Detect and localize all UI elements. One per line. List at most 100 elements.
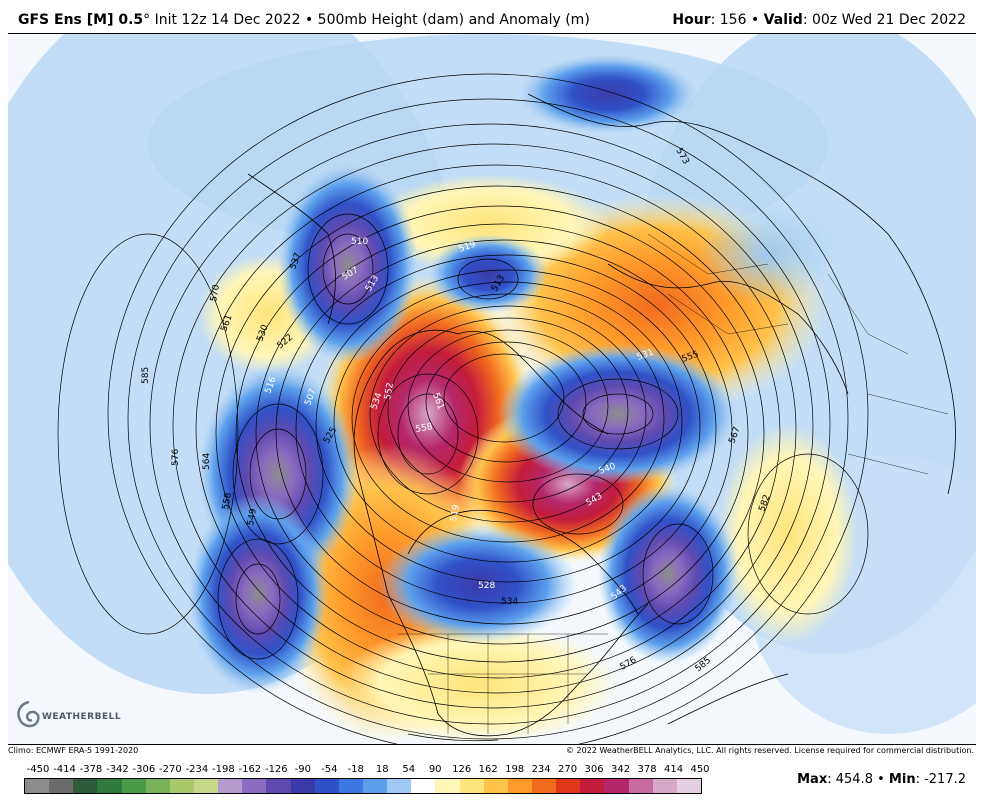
- colorbar-swatch: [266, 779, 291, 793]
- colorbar-swatch: [628, 779, 653, 793]
- colorbar-tick-label: 198: [505, 764, 525, 775]
- swirl-logo-icon: [17, 700, 40, 728]
- political-borders: [398, 233, 949, 734]
- degree-symbol: °: [143, 12, 151, 28]
- colorbar-swatch: [531, 779, 557, 793]
- max-label: Max: [797, 772, 828, 787]
- contour-label: 570: [209, 284, 222, 303]
- colorbar-swatch: [314, 779, 339, 793]
- colorbar-tick-label: 342: [611, 764, 631, 775]
- colorbar-swatch: [49, 779, 74, 793]
- climo-note: Climo: ECMWF ERA-5 1991-2020: [8, 746, 139, 755]
- max-value: : 454.8: [827, 772, 873, 787]
- trough-anomaly-atlantic: [598, 484, 738, 664]
- colorbar-tick-label: 18: [375, 764, 389, 775]
- colorbar-tick-label: -270: [159, 764, 182, 775]
- colorbar-tick-label: -198: [212, 764, 235, 775]
- colorbar-tick-label: -18: [347, 764, 364, 775]
- colorbar-tick-label: -414: [53, 764, 76, 775]
- colorbar-swatch: [121, 779, 146, 793]
- colorbar-swatch: [193, 779, 219, 793]
- colorbar-swatch: [362, 779, 388, 793]
- colorbar-swatch: [483, 779, 508, 793]
- colorbar-swatch: [604, 779, 629, 793]
- min-label: Min: [888, 772, 916, 787]
- colorbar-swatch: [97, 779, 122, 793]
- contour-label: 528: [478, 581, 495, 591]
- contour-label: 558: [415, 422, 434, 435]
- map-title: GFS Ens [M] 0.5° Init 12z 14 Dec 2022 • …: [18, 12, 590, 28]
- copyright-note: © 2022 WeatherBELL Analytics, LLC. All r…: [566, 746, 974, 755]
- trough-anomaly-east-asia: [278, 164, 418, 364]
- contour-label: 576: [171, 449, 181, 466]
- hour-value: : 156: [710, 12, 747, 28]
- colorbar-tick-label: 378: [637, 764, 657, 775]
- valid-label: Valid: [763, 12, 803, 28]
- weather-map: 573 519 513 510 507 570 561 530 537 522 …: [8, 34, 976, 744]
- colorbar-tick-label: -306: [132, 764, 156, 775]
- contour-label: 552: [383, 382, 396, 401]
- colorbar-tick-label: 306: [584, 764, 604, 775]
- colorbar-ticks: -450 -414 -378 -342 -306 -270 -234 -198 -162 -126…: [10, 764, 710, 776]
- colorbar-swatch: [290, 779, 315, 793]
- colorbar-tick-label: 270: [558, 764, 578, 775]
- field-name: 500mb Height (dam) and Anomaly (m): [317, 12, 590, 28]
- valid-value: : 00z Wed 21 Dec 2022: [802, 12, 966, 28]
- contour-label: 564: [202, 453, 212, 470]
- map-panel: 573 519 513 510 507 570 561 530 537 522 …: [8, 34, 976, 745]
- colorbar-tick-label: 54: [402, 764, 416, 775]
- contour-label: 519: [449, 504, 462, 523]
- colorbar-swatch: [652, 779, 677, 793]
- contour-label: 534: [501, 597, 518, 607]
- colorbar-swatch: [218, 779, 243, 793]
- init-time: Init 12z 14 Dec 2022: [154, 12, 301, 28]
- hour-label: Hour: [672, 12, 711, 28]
- colorbar-tick-label: -126: [264, 764, 288, 775]
- colorbar-tick-label: -54: [321, 764, 338, 775]
- colorbar-tick-label: -90: [294, 764, 311, 775]
- colorbar-swatch: [169, 779, 194, 793]
- colorbar-tick-label: -234: [185, 764, 209, 775]
- colorbar-swatch: [411, 779, 436, 793]
- colorbar-tick-label: 126: [452, 764, 472, 775]
- colorbar-tick-label: 414: [663, 764, 684, 775]
- max-min-readout: Max: 454.8 • Min: -217.2: [797, 772, 966, 787]
- colorbar-tick-label: 90: [428, 764, 442, 775]
- forecast-time: Hour: 156 • Valid: 00z Wed 21 Dec 2022: [672, 12, 966, 28]
- colorbar-tick-label: 162: [478, 764, 498, 775]
- header: GFS Ens [M] 0.5° Init 12z 14 Dec 2022 • …: [0, 0, 984, 34]
- trough-anomaly-canada: [378, 524, 578, 644]
- coastlines: [247, 93, 956, 742]
- colorbar-swatch: [507, 779, 532, 793]
- header-divider: [8, 33, 976, 34]
- colorbar-swatch: [242, 779, 267, 793]
- colorbar: [24, 778, 702, 794]
- colorbar-tick-label: -450: [26, 764, 50, 775]
- colorbar-swatch: [580, 779, 605, 793]
- colorbar-swatch: [459, 779, 484, 793]
- colorbar-swatch: [676, 779, 701, 793]
- colorbar-tick-label: -162: [238, 764, 262, 775]
- contour-label: 510: [351, 237, 368, 247]
- contour-label: 549: [246, 508, 259, 527]
- colorbar-tick-label: 450: [690, 764, 710, 775]
- colorbar-tick-label: -342: [106, 764, 129, 775]
- logo-text: WEATHERBELL: [42, 712, 122, 722]
- contour-label: 558: [221, 492, 234, 511]
- colorbar-swatch: [338, 779, 363, 793]
- colorbar-swatch: [25, 779, 50, 793]
- weatherbell-logo: WEATHERBELL: [14, 698, 134, 736]
- colorbar-tick-label: 234: [531, 764, 551, 775]
- colorbar-swatch: [435, 779, 460, 793]
- colorbar-swatch: [556, 779, 581, 793]
- title-bullet: •: [304, 12, 314, 28]
- max-min-separator: •: [877, 772, 885, 787]
- valid-bullet: •: [750, 12, 760, 28]
- min-value: : -217.2: [915, 772, 966, 787]
- colorbar-swatch: [387, 779, 412, 793]
- height-contours: [57, 73, 869, 744]
- colorbar-tick-label: -378: [79, 764, 103, 775]
- trough-anomaly-greenland: [498, 344, 738, 484]
- colorbar-swatch: [145, 779, 170, 793]
- model-name: GFS Ens [M] 0.5: [18, 12, 144, 28]
